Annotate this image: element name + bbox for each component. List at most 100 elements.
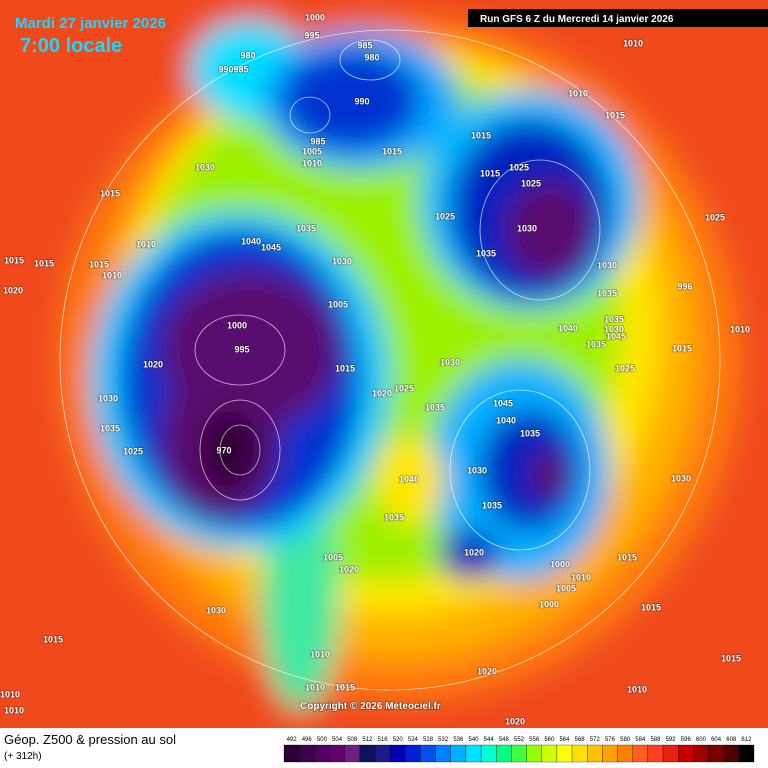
isobar-label: 1030 <box>440 357 460 367</box>
isobar-label: 1010 <box>623 38 643 48</box>
isobar-label: 1010 <box>627 684 647 694</box>
scale-swatch <box>587 744 603 763</box>
scale-swatch <box>541 744 558 763</box>
scale-swatch <box>329 744 345 763</box>
scale-label: 576 <box>605 737 616 743</box>
scale-label: 572 <box>590 737 601 743</box>
scale-label: 560 <box>544 737 555 743</box>
isobar-label: 1020 <box>505 716 525 726</box>
scale-label: 504 <box>332 737 343 743</box>
isobar-label: 980 <box>364 52 379 62</box>
scale-swatch <box>435 744 451 763</box>
scale-label: 548 <box>499 737 510 743</box>
scale-swatch <box>283 744 300 763</box>
isobar-label: 1015 <box>4 255 24 265</box>
scale-swatch <box>465 744 482 763</box>
scale-swatch <box>662 744 679 763</box>
isobar-label: 1015 <box>641 602 661 612</box>
isobar-label: 985 <box>357 40 372 50</box>
isobar-label: 1005 <box>556 583 576 593</box>
isobar-label: 1010 <box>302 158 322 168</box>
isobar-label: 1025 <box>521 178 541 188</box>
scale-label: 544 <box>484 737 495 743</box>
isobar-label: 1045 <box>606 331 626 341</box>
isobar-label: 1030 <box>517 223 537 233</box>
isobar-label: 1015 <box>335 363 355 373</box>
isobar-label: 990 <box>218 64 233 74</box>
isobar-label: 1025 <box>394 383 414 393</box>
isobar-label: 1015 <box>617 552 637 562</box>
isobar-label: 1040 <box>241 236 261 246</box>
scale-label: 508 <box>347 737 358 743</box>
isobar-label: 1015 <box>43 634 63 644</box>
scale-label: 520 <box>393 737 404 743</box>
scale-label: 608 <box>726 737 737 743</box>
scale-swatch <box>708 744 724 763</box>
isobar-label: 1010 <box>730 324 750 334</box>
isobar-label: 1025 <box>615 363 635 373</box>
scale-label: 540 <box>469 737 480 743</box>
isobar-label: 1030 <box>332 256 352 266</box>
isobar-label: 1015 <box>34 258 54 268</box>
isobar-label: 1010 <box>568 88 588 98</box>
isobar-label: 1035 <box>520 428 540 438</box>
isobar-label: 1030 <box>195 162 215 172</box>
scale-label: 492 <box>287 737 298 743</box>
scale-label: 500 <box>317 737 328 743</box>
isobar-label: 990 <box>354 96 369 106</box>
isobar-label: 1040 <box>496 415 516 425</box>
isobar-label: 1020 <box>143 359 163 369</box>
time: 7:00 locale <box>20 35 122 57</box>
isobar-label: 1045 <box>493 398 513 408</box>
scale-label: 532 <box>438 737 449 743</box>
scale-swatch <box>556 744 573 763</box>
scale-swatch <box>526 744 542 763</box>
scale-swatch <box>420 744 436 763</box>
scale-swatch <box>678 744 694 763</box>
isobar-label: 1005 <box>323 552 343 562</box>
isobar-label: 1015 <box>605 110 625 120</box>
run-info: Run GFS 6 Z du Mercredi 14 janvier 2026 <box>480 14 674 25</box>
scale-label: 556 <box>529 737 540 743</box>
isobar-label: 1015 <box>335 682 355 692</box>
scale-swatch <box>450 744 467 763</box>
scale-swatch <box>314 744 330 763</box>
isobar-label: 1000 <box>227 320 247 330</box>
isobar-label: 1025 <box>509 162 529 172</box>
scale-swatch <box>632 744 649 763</box>
scale-label: 496 <box>302 737 313 743</box>
isobar-label: 1035 <box>586 339 606 349</box>
scale-swatch <box>344 744 360 763</box>
scale-swatch <box>496 744 512 763</box>
scale-label: 568 <box>575 737 586 743</box>
scale-label: 536 <box>453 737 464 743</box>
isobar-label: 1000 <box>550 559 570 569</box>
isobar-label: 1035 <box>476 248 496 258</box>
isobar-label: 1030 <box>597 260 617 270</box>
color-scale: 492 496 500 504 508 512 516 520 524 528 532 536 540 5… <box>283 737 755 763</box>
scale-swatch <box>602 744 618 763</box>
isobar-label: 1010 <box>305 682 325 692</box>
isobar-label: 980 <box>240 50 255 60</box>
isobar-label: 1030 <box>206 605 226 615</box>
scale-swatch <box>374 744 391 763</box>
isobar-label: 1035 <box>604 314 624 324</box>
scale-swatch <box>480 744 497 763</box>
scale-label: 584 <box>635 737 646 743</box>
isobar-label: 1015 <box>471 130 491 140</box>
isobar-label: 1010 <box>310 649 330 659</box>
isobar-label: 1030 <box>671 473 691 483</box>
run-box <box>468 9 768 27</box>
scale-swatch <box>647 744 664 763</box>
isobar-label: 1035 <box>100 423 120 433</box>
isobar-label: 985 <box>310 136 325 146</box>
isobar-label: 1010 <box>571 572 591 582</box>
scale-label: 596 <box>681 737 692 743</box>
scale-label: 516 <box>378 737 389 743</box>
isobar-label: 1035 <box>597 288 617 298</box>
isobar-label: 985 <box>233 64 248 74</box>
isobar-label: 995 <box>304 30 319 40</box>
